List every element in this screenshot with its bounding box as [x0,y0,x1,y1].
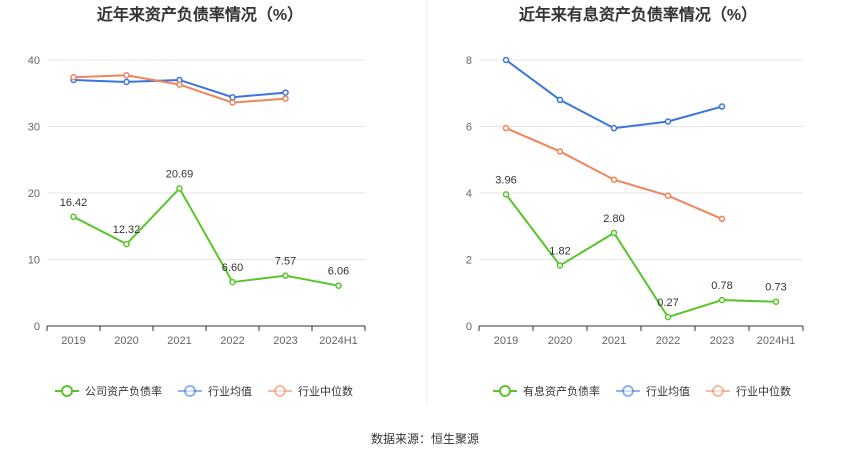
data-point-industry_avg[interactable] [123,78,130,86]
data-point-industry_avg[interactable] [718,103,726,110]
data-label: 16.42 [60,197,88,209]
legend-item-industry-avg[interactable]: 行业均值 [616,385,690,398]
data-point-company[interactable] [772,298,780,305]
x-tick-label: 2020 [114,335,138,347]
y-tick-label: 30 [28,122,40,134]
legend-marker [712,385,724,397]
y-tick-label: 4 [466,188,472,200]
x-tick-label: 2024H1 [757,335,796,347]
legend-label: 行业中位数 [298,384,353,398]
data-point-company[interactable] [664,313,672,321]
data-point-industry_avg[interactable] [502,56,510,64]
data-label: 6.06 [328,266,349,278]
data-point-company[interactable] [502,191,510,198]
legend-marker [622,385,634,397]
legend-label: 行业中位数 [736,384,791,398]
legend-item-company[interactable]: 公司资产负债率 [55,384,162,398]
legend-marker [184,385,196,397]
series-line-industry_avg [505,59,723,130]
data-label: 1.82 [549,245,570,257]
data-point-industry_median[interactable] [610,176,618,183]
data-label: 7.57 [275,256,296,268]
x-tick-label: 2022 [656,335,680,347]
data-point-industry_avg[interactable] [610,124,618,132]
legend-marker [274,385,286,397]
data-point-industry_avg[interactable] [664,118,672,125]
data-point-industry_median[interactable] [502,124,510,132]
x-tick-label: 2023 [710,335,734,347]
y-tick-label: 8 [466,55,472,67]
data-label: 0.27 [657,297,678,309]
x-tick-label: 2023 [273,335,297,347]
x-tick-label: 2021 [167,335,191,347]
legend-item-industry-median[interactable]: 行业中位数 [706,384,791,398]
y-tick-label: 2 [466,255,472,267]
data-point-industry_avg[interactable] [229,93,236,101]
data-label: 12.32 [113,224,141,236]
legend-marker [499,385,511,397]
data-point-industry_median[interactable] [664,192,672,199]
chart-title: 近年来资产负债率情况（%） [97,5,303,24]
data-point-company[interactable] [335,282,342,289]
data-point-industry_median[interactable] [70,74,77,81]
data-point-industry_median[interactable] [229,99,236,106]
series-line-company [73,186,339,287]
data-point-industry_median[interactable] [282,95,289,102]
data-point-company[interactable] [176,185,183,192]
data-point-company[interactable] [556,262,564,269]
data-point-company[interactable] [123,240,130,248]
y-tick-label: 20 [28,188,40,200]
legend-label: 行业均值 [208,385,252,398]
legend-label: 行业均值 [646,385,690,398]
legend-item-company[interactable]: 有息资产负债率 [493,384,600,398]
data-point-industry_median[interactable] [123,72,130,79]
series-line-industry_median [505,127,723,220]
data-label: 3.96 [495,174,516,186]
data-label: 0.73 [765,282,786,294]
data-point-industry_median[interactable] [718,215,726,223]
series-line-company [505,193,777,319]
data-point-industry_avg[interactable] [556,96,564,104]
data-point-company[interactable] [229,278,236,286]
legend-item-industry-median[interactable]: 行业中位数 [268,384,353,398]
legend-label: 有息资产负债率 [523,384,600,398]
x-tick-label: 2020 [548,335,572,347]
data-point-industry_median[interactable] [176,81,183,88]
legend-marker [61,385,73,397]
legend-label: 公司资产负债率 [85,384,162,398]
x-tick-label: 2022 [220,335,244,347]
data-point-industry_avg[interactable] [282,89,289,96]
y-tick-label: 10 [28,255,40,267]
data-point-company[interactable] [70,213,77,221]
data-label: 2.80 [603,213,624,225]
chart-debt-ratio: 近年来资产负债率情况（%） 0 10 20 30 40 2019 2020 2021 2022 20… [28,5,366,398]
x-tick-label: 2021 [602,335,626,347]
data-point-company[interactable] [282,272,289,279]
x-tick-label: 2024H1 [319,335,358,347]
data-point-company[interactable] [610,229,618,237]
y-tick-label: 40 [28,55,40,67]
x-tick-label: 2019 [61,335,85,347]
data-point-company[interactable] [718,296,726,304]
x-tick-label: 2019 [494,335,518,347]
y-tick-label: 0 [34,321,40,333]
data-source-note: 数据来源：恒生聚源 [370,432,479,446]
data-label: 0.78 [711,280,732,292]
data-label: 20.69 [166,168,194,180]
y-tick-label: 0 [466,321,472,333]
data-label: 6.60 [222,262,243,274]
legend-item-industry-avg[interactable]: 行业均值 [178,385,252,398]
data-point-industry_median[interactable] [556,148,564,155]
y-tick-label: 6 [466,122,472,134]
chart-interest-bearing-debt-ratio: 近年来有息资产负债率情况（%） 0 2 4 6 8 2019 2020 2021 2022 2023… [466,5,804,398]
chart-title: 近年来有息资产负债率情况（%） [519,5,757,24]
